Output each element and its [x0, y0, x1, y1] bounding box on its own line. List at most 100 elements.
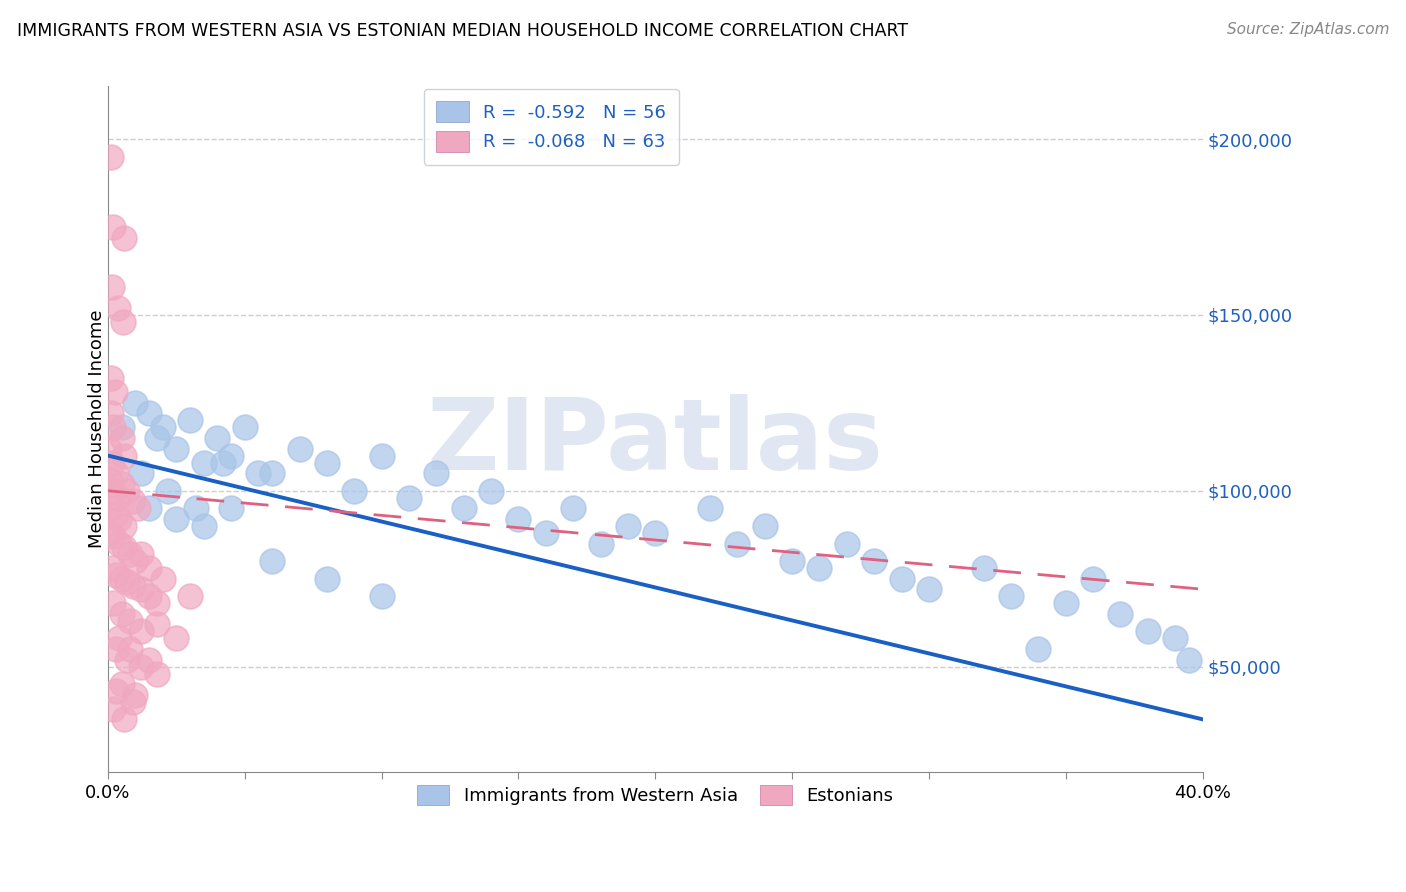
Point	[115, 575, 138, 590]
Point	[138, 501, 160, 516]
Point	[98, 525, 121, 540]
Point	[112, 540, 135, 554]
Point	[124, 688, 146, 702]
Point	[121, 579, 143, 593]
Point	[124, 554, 146, 568]
Point	[973, 561, 995, 575]
Point	[138, 589, 160, 603]
Point	[103, 420, 125, 434]
Point	[508, 512, 530, 526]
Point	[100, 150, 122, 164]
Point	[219, 449, 242, 463]
Point	[103, 596, 125, 610]
Point	[425, 466, 447, 480]
Point	[108, 632, 131, 646]
Point	[184, 501, 207, 516]
Point	[212, 456, 235, 470]
Point	[146, 666, 169, 681]
Point	[1178, 652, 1201, 666]
Point	[179, 413, 201, 427]
Point	[115, 483, 138, 498]
Point	[129, 624, 152, 639]
Text: Source: ZipAtlas.com: Source: ZipAtlas.com	[1226, 22, 1389, 37]
Point	[121, 494, 143, 508]
Point	[193, 519, 215, 533]
Point	[111, 431, 134, 445]
Point	[219, 501, 242, 516]
Point	[1136, 624, 1159, 639]
Point	[146, 596, 169, 610]
Point	[157, 483, 180, 498]
Point	[288, 442, 311, 456]
Point	[103, 529, 125, 543]
Point	[100, 501, 122, 516]
Point	[111, 677, 134, 691]
Point	[112, 449, 135, 463]
Point	[104, 385, 127, 400]
Point	[146, 431, 169, 445]
Point	[101, 456, 124, 470]
Point	[112, 712, 135, 726]
Point	[890, 572, 912, 586]
Point	[138, 561, 160, 575]
Point	[108, 536, 131, 550]
Point	[808, 561, 831, 575]
Point	[316, 572, 339, 586]
Point	[534, 525, 557, 540]
Point	[562, 501, 585, 516]
Point	[118, 614, 141, 628]
Point	[589, 536, 612, 550]
Point	[754, 519, 776, 533]
Point	[1081, 572, 1104, 586]
Point	[1164, 632, 1187, 646]
Point	[111, 607, 134, 621]
Point	[115, 652, 138, 666]
Point	[343, 483, 366, 498]
Point	[100, 406, 122, 420]
Point	[101, 561, 124, 575]
Point	[644, 525, 666, 540]
Point	[103, 483, 125, 498]
Point	[129, 466, 152, 480]
Point	[165, 442, 187, 456]
Point	[780, 554, 803, 568]
Point	[118, 547, 141, 561]
Point	[262, 554, 284, 568]
Point	[179, 589, 201, 603]
Point	[165, 632, 187, 646]
Point	[453, 501, 475, 516]
Point	[112, 315, 135, 329]
Point	[103, 702, 125, 716]
Point	[105, 568, 128, 582]
Point	[1054, 596, 1077, 610]
Point	[111, 572, 134, 586]
Text: ZIPatlas: ZIPatlas	[427, 394, 884, 491]
Point	[1109, 607, 1132, 621]
Point	[262, 466, 284, 480]
Point	[105, 684, 128, 698]
Point	[112, 519, 135, 533]
Point	[104, 508, 127, 523]
Point	[207, 431, 229, 445]
Point	[129, 582, 152, 597]
Point	[108, 512, 131, 526]
Point	[105, 642, 128, 657]
Point	[1000, 589, 1022, 603]
Point	[398, 491, 420, 505]
Point	[193, 456, 215, 470]
Point	[138, 406, 160, 420]
Point	[152, 572, 174, 586]
Point	[107, 301, 129, 315]
Point	[98, 473, 121, 487]
Point	[111, 476, 134, 491]
Point	[725, 536, 748, 550]
Point	[233, 420, 256, 434]
Point	[138, 652, 160, 666]
Point	[129, 547, 152, 561]
Point	[617, 519, 640, 533]
Point	[118, 642, 141, 657]
Point	[152, 420, 174, 434]
Text: IMMIGRANTS FROM WESTERN ASIA VS ESTONIAN MEDIAN HOUSEHOLD INCOME CORRELATION CHA: IMMIGRANTS FROM WESTERN ASIA VS ESTONIAN…	[17, 22, 908, 40]
Point	[165, 512, 187, 526]
Point	[112, 230, 135, 244]
